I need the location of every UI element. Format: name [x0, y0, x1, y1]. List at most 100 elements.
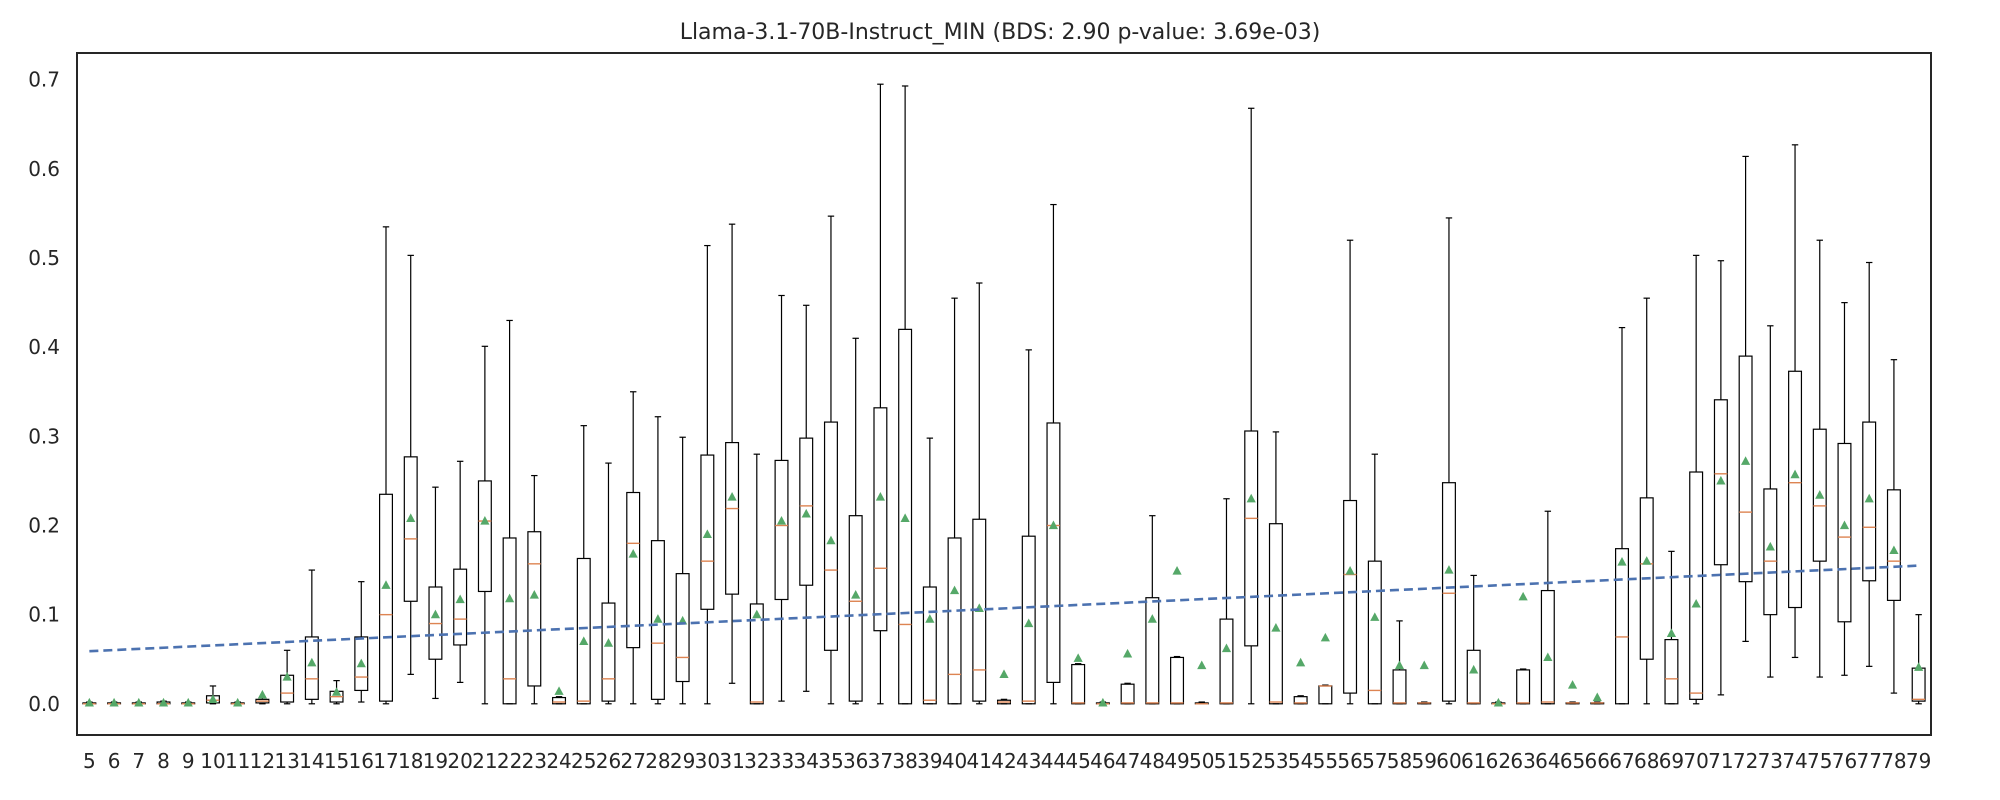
mean-marker	[752, 609, 762, 619]
box-item	[1738, 155, 1753, 642]
box-item	[1417, 660, 1432, 705]
mean-marker	[1765, 541, 1775, 551]
mean-marker	[1543, 652, 1553, 662]
box-body	[527, 531, 542, 687]
x-tick-label: 28	[645, 749, 670, 773]
x-tick-label: 38	[892, 749, 917, 773]
x-tick-label: 49	[1164, 749, 1189, 773]
box-body	[601, 602, 616, 702]
mean-marker	[1271, 623, 1281, 632]
box-item	[230, 697, 245, 707]
box-item	[1713, 260, 1728, 696]
mean-marker	[1493, 697, 1503, 707]
mean-marker	[1444, 565, 1454, 574]
x-tick-label: 57	[1362, 749, 1387, 773]
box-body	[403, 456, 418, 602]
box-item	[1540, 510, 1555, 705]
x-tick-label: 75	[1807, 749, 1832, 773]
x-tick-label: 14	[299, 749, 324, 773]
box-item	[552, 686, 567, 705]
box-item	[403, 254, 418, 675]
x-tick-label: 19	[423, 749, 448, 773]
trend-line	[89, 564, 1919, 653]
mean-marker	[356, 658, 366, 668]
x-tick-label: 68	[1634, 749, 1659, 773]
box-item	[601, 462, 616, 705]
y-tick-label: 0.7	[28, 68, 60, 92]
mean-marker	[1716, 475, 1726, 485]
x-tick-label: 33	[769, 749, 794, 773]
box-item	[700, 244, 715, 705]
mean-marker	[702, 529, 712, 539]
x-tick-label: 27	[620, 749, 645, 773]
box-item	[1392, 620, 1407, 705]
box-item	[1268, 431, 1283, 705]
box-item	[725, 223, 740, 684]
x-tick-label: 40	[942, 749, 967, 773]
box-item	[1788, 144, 1803, 659]
x-tick-label: 55	[1313, 749, 1338, 773]
mean-marker	[1592, 692, 1602, 702]
mean-marker	[331, 687, 342, 696]
mean-marker	[1617, 557, 1627, 566]
x-tick-label: 20	[447, 749, 472, 773]
y-tick-label: 0.6	[28, 157, 60, 181]
mean-marker	[999, 669, 1009, 678]
box-item	[280, 649, 295, 705]
x-tick-label: 67	[1609, 749, 1634, 773]
mean-marker	[826, 535, 836, 545]
box-body	[823, 421, 838, 651]
box-body	[1466, 649, 1481, 705]
mean-marker	[875, 491, 885, 501]
mean-marker	[925, 614, 935, 623]
box-item	[304, 569, 319, 705]
box-body	[1441, 482, 1456, 702]
box-item	[922, 437, 937, 705]
mean-marker	[949, 585, 960, 595]
box-body	[1021, 535, 1036, 705]
box-body	[1046, 422, 1061, 684]
y-tick-label: 0.2	[28, 513, 60, 537]
box-body	[1763, 488, 1778, 616]
box-body	[576, 557, 591, 705]
mean-marker	[851, 590, 861, 599]
box-item	[626, 391, 641, 705]
mean-marker	[109, 697, 119, 707]
x-tick-label: 39	[917, 749, 942, 773]
x-tick-label: 26	[596, 749, 621, 773]
mean-marker	[1815, 490, 1825, 499]
x-tick-label: 23	[522, 749, 547, 773]
box-item	[107, 697, 122, 707]
box-item	[1145, 515, 1160, 705]
box-body	[799, 437, 814, 586]
mean-marker	[1889, 545, 1899, 555]
box-item	[1071, 653, 1086, 705]
x-tick-label: 5	[83, 749, 96, 773]
box-item	[1021, 349, 1036, 705]
box-item	[1046, 203, 1061, 705]
box-body	[626, 491, 641, 649]
box-item	[1837, 302, 1852, 676]
box-body	[1244, 430, 1259, 647]
box-body	[354, 636, 369, 692]
box-item	[453, 460, 468, 684]
mean-marker	[1320, 632, 1330, 642]
mean-marker	[307, 657, 317, 667]
mean-marker	[554, 686, 564, 695]
box-body	[1614, 548, 1629, 705]
box-body	[848, 515, 863, 702]
x-tick-label: 8	[157, 749, 170, 773]
box-item	[1639, 297, 1654, 705]
box-body	[1145, 597, 1160, 705]
box-item	[1516, 591, 1531, 705]
mean-marker	[208, 694, 218, 703]
box-item	[1491, 697, 1506, 707]
x-tick-label: 53	[1263, 749, 1288, 773]
box-item	[527, 474, 542, 705]
trend-line-group	[89, 564, 1919, 653]
mean-marker	[1642, 556, 1652, 565]
x-tick-label: 34	[794, 749, 819, 773]
box-item	[1862, 261, 1877, 667]
mean-marker	[1370, 612, 1380, 621]
